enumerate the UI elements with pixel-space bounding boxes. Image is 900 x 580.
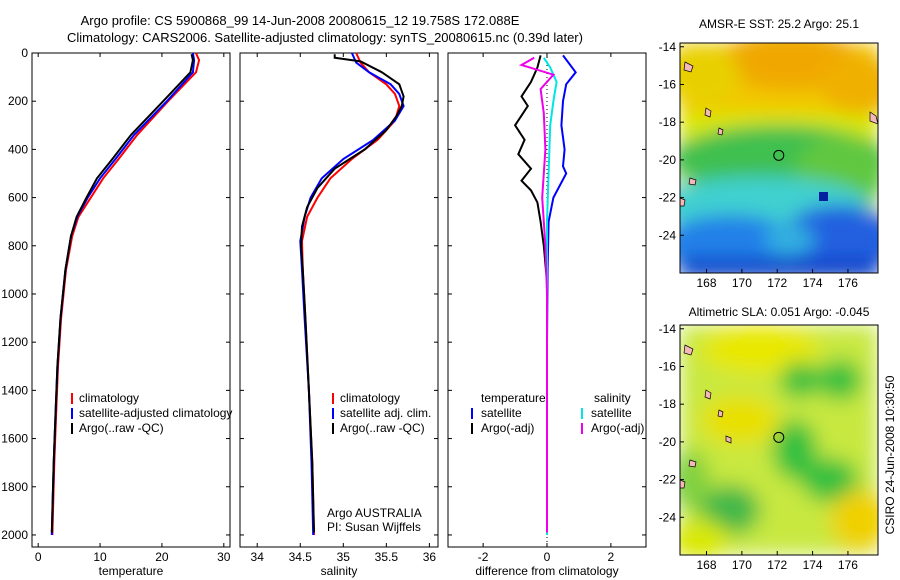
argo-location-marker xyxy=(773,431,785,443)
map-x-tick-label: 172 xyxy=(767,558,787,572)
map-y-tick-label: -16 xyxy=(659,77,677,91)
y-tick-label: 600 xyxy=(8,191,28,205)
sla-map-title: Altimetric SLA: 0.051 Argo: -0.045 xyxy=(689,305,870,319)
map-x-tick-label: 170 xyxy=(732,558,752,572)
map-x-tick-label: 172 xyxy=(767,276,787,290)
legend-entry: satellite xyxy=(481,406,522,420)
y-tick-label: 1600 xyxy=(1,432,28,446)
legend-heading: salinity xyxy=(594,391,631,405)
y-tick-label: 1200 xyxy=(1,335,28,349)
difference-profile-series-satellite xyxy=(546,54,577,535)
salinity-profile-series-climatology xyxy=(300,52,401,536)
legend-entry: Argo(-adj) xyxy=(591,421,644,435)
x-tick-label: 10 xyxy=(93,550,107,564)
map-x-tick-label: 168 xyxy=(697,558,717,572)
y-tick-label: 1800 xyxy=(1,480,28,494)
salinity-profile-series-argo xyxy=(300,54,405,533)
map-y-tick-label: -20 xyxy=(659,153,677,167)
header-line-2: Climatology: CARS2006. Satellite-adjuste… xyxy=(67,30,583,45)
annotation-text: PI: Susan Wijffels xyxy=(327,520,421,534)
sst-map-title: AMSR-E SST: 25.2 Argo: 25.1 xyxy=(699,17,859,31)
x-tick-label: 36 xyxy=(423,550,437,564)
legend-entry: Argo(..raw -QC) xyxy=(340,421,425,435)
map-y-tick-label: -22 xyxy=(659,191,677,205)
x-tick-label: 34.5 xyxy=(289,550,313,564)
argo-location-marker xyxy=(773,149,785,161)
legend-entry: Argo(..raw -QC) xyxy=(79,421,164,435)
y-tick-label: 1000 xyxy=(1,287,28,301)
salinity-profile-series-satellite xyxy=(299,52,405,536)
map-x-tick-label: 174 xyxy=(803,276,823,290)
map-y-tick-label: -20 xyxy=(659,435,677,449)
salinity-plot: 34 34.5 35 35.5 36 salinity climatologysatelli… xyxy=(239,52,439,578)
x-tick-label: 35 xyxy=(337,550,351,564)
temperature-profile-xlabel: temperature xyxy=(99,564,164,578)
map-y-tick-label: -24 xyxy=(659,228,677,242)
map-y-tick-label: -14 xyxy=(659,322,677,336)
difference-profile-xlabel: difference from climatology xyxy=(475,564,618,578)
y-tick-label: 200 xyxy=(8,94,28,108)
legend-entry: climatology xyxy=(79,391,139,405)
map-x-tick-label: 176 xyxy=(838,558,858,572)
legend-entry: Argo(-adj) xyxy=(481,421,534,435)
map-y-tick-label: -22 xyxy=(659,473,677,487)
legend-entry: climatology xyxy=(340,391,400,405)
temperature-profile-series-satellite xyxy=(50,52,196,536)
temperature-profile-axes-box xyxy=(31,52,231,548)
x-tick-label: 0 xyxy=(35,550,42,564)
annotation-text: Argo AUSTRALIA xyxy=(327,506,422,520)
map-x-tick-label: 168 xyxy=(697,276,717,290)
map-y-tick-label: -18 xyxy=(659,115,677,129)
map-x-tick-label: 176 xyxy=(838,276,858,290)
difference-profile-series-salinity_argo xyxy=(518,56,556,533)
map-y-tick-label: -24 xyxy=(659,510,677,524)
map-y-tick-label: -14 xyxy=(659,40,677,54)
sla-map: Altimetric SLA: 0.051 Argo: -0.045 xyxy=(659,305,879,572)
x-tick-label: 34 xyxy=(251,550,265,564)
y-tick-label: 1400 xyxy=(1,383,28,397)
x-tick-label: 0 xyxy=(544,550,551,564)
x-tick-label: -2 xyxy=(478,550,489,564)
temperature-plot: 0 200 400 600 800 1000 1200 1400 1600 1800 2000 0 10… xyxy=(1,46,232,578)
temperature-profile-series-argo xyxy=(50,53,194,533)
x-tick-label: 20 xyxy=(155,550,169,564)
legend-entry: satellite xyxy=(591,406,632,420)
map-x-tick-label: 170 xyxy=(732,276,752,290)
timestamp-label: CSIRO 24-Jun-2008 10:30:50 xyxy=(883,375,897,534)
x-tick-label: 35.5 xyxy=(375,550,399,564)
x-tick-label: 30 xyxy=(217,550,231,564)
map-y-tick-label: -18 xyxy=(659,397,677,411)
salinity-profile-xlabel: salinity xyxy=(321,564,358,578)
y-tick-label: 0 xyxy=(21,46,28,60)
map-x-tick-label: 174 xyxy=(803,558,823,572)
temperature-profile-series-climatology xyxy=(51,52,201,536)
legend-heading: temperature xyxy=(481,391,546,405)
x-tick-label: 2 xyxy=(608,550,615,564)
sst-map: AMSR-E SST: 25.2 Argo: 25.1 xyxy=(659,17,879,290)
salinity-profile-axes-box xyxy=(239,52,439,548)
legend-entry: satellite adj. clim. xyxy=(340,406,431,420)
difference-profile-series-argo xyxy=(513,55,548,533)
difference-profile-series-salinity_satellite xyxy=(542,57,558,535)
map-y-tick-label: -16 xyxy=(659,359,677,373)
y-tick-label: 2000 xyxy=(1,528,28,542)
header-line-1: Argo profile: CS 5900868_99 14-Jun-2008 … xyxy=(81,13,520,28)
y-tick-label: 800 xyxy=(8,239,28,253)
y-tick-label: 400 xyxy=(8,142,28,156)
legend-entry: satellite-adjusted climatology xyxy=(79,406,232,420)
